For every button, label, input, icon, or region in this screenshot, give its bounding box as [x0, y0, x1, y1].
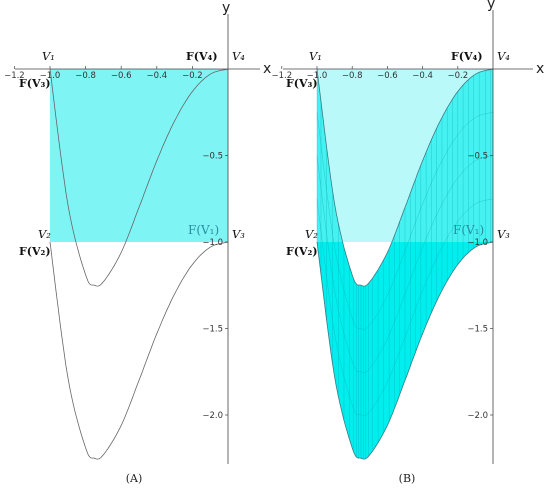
- x-tick-label: −1.2: [4, 71, 25, 81]
- vertex-label-fv4: F(V₄): [451, 50, 483, 63]
- vertex-label-v1: V₁: [42, 49, 55, 63]
- x-tick-label: −0.4: [146, 71, 167, 81]
- vertex-label-v3: V₃: [232, 227, 245, 241]
- shaded-square: [50, 69, 228, 242]
- panel-caption: (B): [399, 472, 416, 485]
- x-tick-label: −1.2: [271, 71, 292, 81]
- series-line: [49, 241, 229, 460]
- y-tick-label: −1.0: [467, 238, 488, 248]
- y-axis-label: y: [487, 0, 495, 12]
- panel-a: x y −1.2 −1.0 −0.8 −0.6 −0.4 −0.2 −0.5 −1.0 −1.5 −2…: [4, 0, 271, 485]
- series-line: [49, 68, 229, 287]
- vertex-label-v2: V₂: [38, 227, 51, 241]
- vertex-label-v4: V₄: [232, 49, 245, 63]
- y-tick-label: −1.5: [202, 325, 223, 335]
- series-line: [316, 68, 494, 287]
- x-axis-label: x: [536, 61, 544, 77]
- series-line: [316, 241, 494, 460]
- x-axis-label: x: [263, 61, 271, 77]
- mesh: [316, 69, 494, 460]
- vertex-label-v2: V₂: [305, 227, 318, 241]
- y-tick-label: −0.5: [202, 152, 223, 162]
- x-tick-label: −1.0: [307, 71, 328, 81]
- x-tick-label: −0.2: [447, 71, 468, 81]
- panel-b: x y −1.2 −1.0 −0.8 −0.6 −0.4 −0.2 −0.5 −1.0 −1.5 −2…: [271, 0, 544, 485]
- vertex-label-v4: V₄: [497, 49, 510, 63]
- x-tick-label: −0.4: [412, 71, 433, 81]
- vertex-label-fv3: F(V₃): [286, 77, 318, 90]
- vertex-label-fv1: F(V₁): [453, 223, 484, 237]
- y-axis-label: y: [222, 0, 230, 16]
- y-tick-label: −2.0: [202, 411, 223, 421]
- y-tick-label: −1.5: [467, 325, 488, 335]
- vertex-label-fv3: F(V₃): [19, 77, 51, 90]
- x-tick-label: −0.6: [377, 71, 398, 81]
- x-tick-label: −0.8: [75, 71, 96, 81]
- x-tick-label: −0.8: [342, 71, 363, 81]
- vertex-label-fv2: F(V₂): [286, 245, 318, 258]
- panel-caption: (A): [126, 472, 143, 485]
- mesh-line: [316, 198, 494, 417]
- vertex-label-fv1: F(V₁): [188, 223, 219, 237]
- y-tick-label: −1.0: [202, 238, 223, 248]
- mesh-line: [316, 155, 494, 373]
- vertex-label-v3: V₃: [497, 227, 510, 241]
- vertex-label-fv2: F(V₂): [19, 245, 51, 258]
- mesh-line: [316, 112, 494, 330]
- x-tick-label: −0.2: [182, 71, 203, 81]
- y-tick-label: −0.5: [467, 152, 488, 162]
- vertex-label-v1: V₁: [309, 49, 322, 63]
- y-tick-label: −2.0: [467, 411, 488, 421]
- vertex-label-fv4: F(V₄): [186, 50, 218, 63]
- x-tick-label: −1.0: [40, 71, 61, 81]
- x-tick-label: −0.6: [111, 71, 132, 81]
